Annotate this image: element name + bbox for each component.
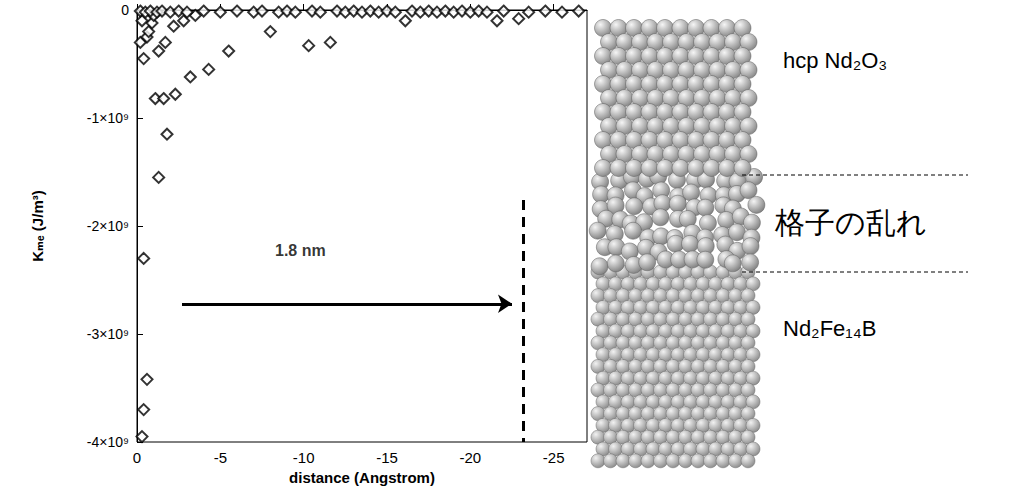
svg-text:-4×10⁹: -4×10⁹	[87, 434, 129, 450]
svg-text:-10: -10	[293, 449, 315, 466]
svg-text:Nd₂Fe₁₄B: Nd₂Fe₁₄B	[783, 316, 876, 341]
svg-text:格子の乱れ: 格子の乱れ	[774, 206, 927, 239]
svg-text:-20: -20	[459, 449, 481, 466]
svg-text:-5: -5	[214, 449, 227, 466]
svg-text:-25: -25	[543, 449, 565, 466]
svg-text:distance (Angstrom): distance (Angstrom)	[289, 469, 435, 486]
svg-text:-1×10⁹: -1×10⁹	[87, 110, 129, 126]
svg-text:0: 0	[121, 2, 129, 18]
svg-text:0: 0	[133, 449, 141, 466]
svg-text:-2×10⁹: -2×10⁹	[87, 218, 129, 234]
svg-text:Kₘₑ (J/m³): Kₘₑ (J/m³)	[29, 190, 46, 261]
svg-text:hcp Nd₂O₃: hcp Nd₂O₃	[783, 48, 887, 73]
svg-text:-15: -15	[376, 449, 398, 466]
svg-text:-3×10⁹: -3×10⁹	[87, 326, 129, 342]
svg-text:1.8 nm: 1.8 nm	[275, 242, 326, 259]
